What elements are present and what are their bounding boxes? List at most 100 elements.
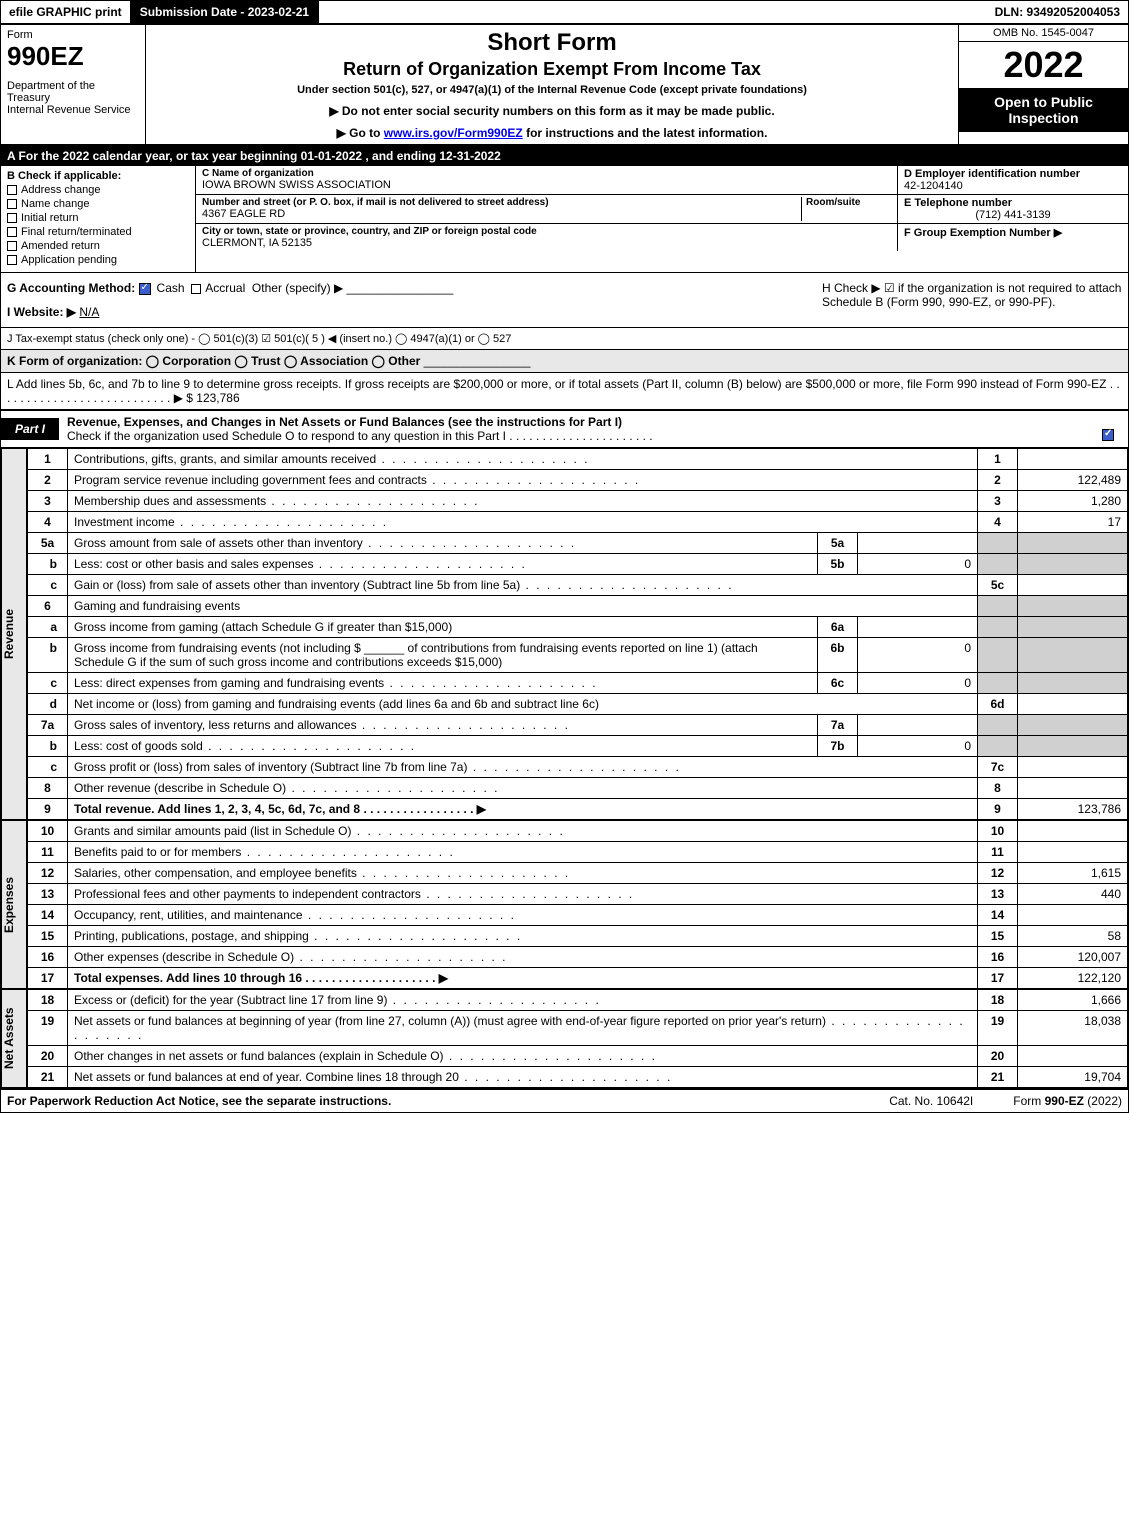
dln-number: DLN: 93492052004053 [987, 1, 1128, 23]
cat-number: Cat. No. 10642I [889, 1094, 973, 1108]
line-7b: bLess: cost of goods sold7b0 [28, 736, 1128, 757]
part-1-tab: Part I [1, 418, 59, 440]
box-b: B Check if applicable: Address change Na… [1, 166, 196, 272]
efile-label[interactable]: efile GRAPHIC print [1, 1, 130, 23]
box-e: E Telephone number (712) 441-3139 [898, 195, 1128, 223]
line-5a: 5aGross amount from sale of assets other… [28, 533, 1128, 554]
form-ref: Form 990-EZ (2022) [1013, 1094, 1122, 1108]
net-assets-table: 18Excess or (deficit) for the year (Subt… [27, 989, 1128, 1088]
line-3: 3Membership dues and assessments31,280 [28, 491, 1128, 512]
line-2: 2Program service revenue including gover… [28, 470, 1128, 491]
ein-label: D Employer identification number [904, 168, 1122, 180]
goto-pre: ▶ Go to [337, 126, 384, 140]
line-7c: cGross profit or (loss) from sales of in… [28, 757, 1128, 778]
checkbox-checked-icon [1102, 429, 1114, 441]
line-12: 12Salaries, other compensation, and empl… [28, 863, 1128, 884]
part-1-title: Revenue, Expenses, and Changes in Net As… [59, 411, 1128, 447]
line-11: 11Benefits paid to or for members11 [28, 842, 1128, 863]
header-center: Short Form Return of Organization Exempt… [146, 25, 958, 144]
net-assets-section: Net Assets 18Excess or (deficit) for the… [1, 989, 1128, 1088]
room-label: Room/suite [806, 197, 891, 208]
row-g-i: G Accounting Method: Cash Accrual Other … [7, 281, 822, 319]
line-21: 21Net assets or fund balances at end of … [28, 1067, 1128, 1088]
line-6d: dNet income or (loss) from gaming and fu… [28, 694, 1128, 715]
part-1-check-line: Check if the organization used Schedule … [67, 429, 653, 443]
checkbox-icon [7, 227, 17, 237]
line-16: 16Other expenses (describe in Schedule O… [28, 947, 1128, 968]
line-13: 13Professional fees and other payments t… [28, 884, 1128, 905]
header-left: Form 990EZ Department of the Treasury In… [1, 25, 146, 144]
expenses-side-label: Expenses [1, 820, 27, 989]
g-label: G Accounting Method: [7, 281, 135, 295]
box-b-header: B Check if applicable: [7, 170, 189, 182]
website-label: I Website: ▶ [7, 305, 76, 319]
box-d: D Employer identification number 42-1204… [898, 166, 1128, 194]
line-4: 4Investment income417 [28, 512, 1128, 533]
line-10: 10Grants and similar amounts paid (list … [28, 821, 1128, 842]
website-row: I Website: ▶ N/A [7, 305, 822, 319]
part-1-header: Part I Revenue, Expenses, and Changes in… [1, 411, 1128, 448]
tax-year: 2022 [959, 42, 1128, 88]
website-value: N/A [79, 305, 99, 319]
box-c-city: City or town, state or province, country… [196, 224, 898, 251]
page-footer: For Paperwork Reduction Act Notice, see … [1, 1088, 1128, 1112]
part-1-title-text: Revenue, Expenses, and Changes in Net As… [67, 415, 622, 429]
checkbox-icon [7, 213, 17, 223]
form-subtitle: Return of Organization Exempt From Incom… [154, 59, 950, 80]
group-exemption-label: F Group Exemption Number ▶ [904, 226, 1122, 239]
form-page: efile GRAPHIC print Submission Date - 20… [0, 0, 1129, 1113]
row-k-text: K Form of organization: ◯ Corporation ◯ … [7, 354, 420, 368]
checkbox-icon [7, 199, 17, 209]
form-label: Form [7, 29, 139, 41]
chk-name-change[interactable]: Name change [7, 198, 189, 210]
other-label: Other (specify) ▶ [252, 281, 343, 295]
form-number: 990EZ [7, 41, 139, 72]
line-14: 14Occupancy, rent, utilities, and mainte… [28, 905, 1128, 926]
expenses-table: 10Grants and similar amounts paid (list … [27, 820, 1128, 989]
goto-post: for instructions and the latest informat… [523, 126, 768, 140]
under-section: Under section 501(c), 527, or 4947(a)(1)… [154, 84, 950, 96]
line-19: 19Net assets or fund balances at beginni… [28, 1011, 1128, 1046]
row-h: H Check ▶ ☑ if the organization is not r… [822, 281, 1122, 319]
form-header: Form 990EZ Department of the Treasury In… [1, 25, 1128, 146]
chk-application-pending[interactable]: Application pending [7, 254, 189, 266]
phone-value: (712) 441-3139 [904, 209, 1122, 221]
revenue-side-label: Revenue [1, 448, 27, 820]
line-15: 15Printing, publications, postage, and s… [28, 926, 1128, 947]
city-label: City or town, state or province, country… [202, 226, 891, 237]
open-to-public: Open to Public Inspection [959, 88, 1128, 132]
accounting-method: G Accounting Method: Cash Accrual Other … [7, 281, 822, 295]
chk-address-change[interactable]: Address change [7, 184, 189, 196]
revenue-section: Revenue 1Contributions, gifts, grants, a… [1, 448, 1128, 820]
line-5c: cGain or (loss) from sale of assets othe… [28, 575, 1128, 596]
form-title: Short Form [154, 29, 950, 57]
omb-number: OMB No. 1545-0047 [959, 25, 1128, 42]
line-18: 18Excess or (deficit) for the year (Subt… [28, 990, 1128, 1011]
row-l-value: 123,786 [196, 391, 239, 405]
line-6b: bGross income from fundraising events (n… [28, 638, 1128, 673]
chk-final-return[interactable]: Final return/terminated [7, 226, 189, 238]
street-value: 4367 EAGLE RD [202, 208, 801, 220]
net-assets-side-label: Net Assets [1, 989, 27, 1088]
checkbox-checked-icon [139, 283, 151, 295]
chk-amended-return[interactable]: Amended return [7, 240, 189, 252]
row-k-form-org: K Form of organization: ◯ Corporation ◯ … [1, 350, 1128, 373]
ein-value: 42-1204140 [904, 180, 1122, 192]
box-f: F Group Exemption Number ▶ [898, 224, 1128, 251]
ssn-warning: ▶ Do not enter social security numbers o… [154, 104, 950, 118]
checkbox-icon [7, 241, 17, 251]
line-17: 17Total expenses. Add lines 10 through 1… [28, 968, 1128, 989]
accrual-label: Accrual [205, 281, 245, 295]
line-9: 9Total revenue. Add lines 1, 2, 3, 4, 5c… [28, 799, 1128, 820]
line-6c: cLess: direct expenses from gaming and f… [28, 673, 1128, 694]
line-20: 20Other changes in net assets or fund ba… [28, 1046, 1128, 1067]
chk-initial-return[interactable]: Initial return [7, 212, 189, 224]
checkbox-icon [7, 255, 17, 265]
row-l-text: L Add lines 5b, 6c, and 7b to line 9 to … [7, 377, 1120, 405]
street-label: Number and street (or P. O. box, if mail… [202, 197, 801, 208]
revenue-table: 1Contributions, gifts, grants, and simil… [27, 448, 1128, 820]
irs-link[interactable]: www.irs.gov/Form990EZ [384, 126, 523, 140]
line-6: 6Gaming and fundraising events [28, 596, 1128, 617]
expenses-section: Expenses 10Grants and similar amounts pa… [1, 820, 1128, 989]
org-name: IOWA BROWN SWISS ASSOCIATION [202, 179, 891, 191]
